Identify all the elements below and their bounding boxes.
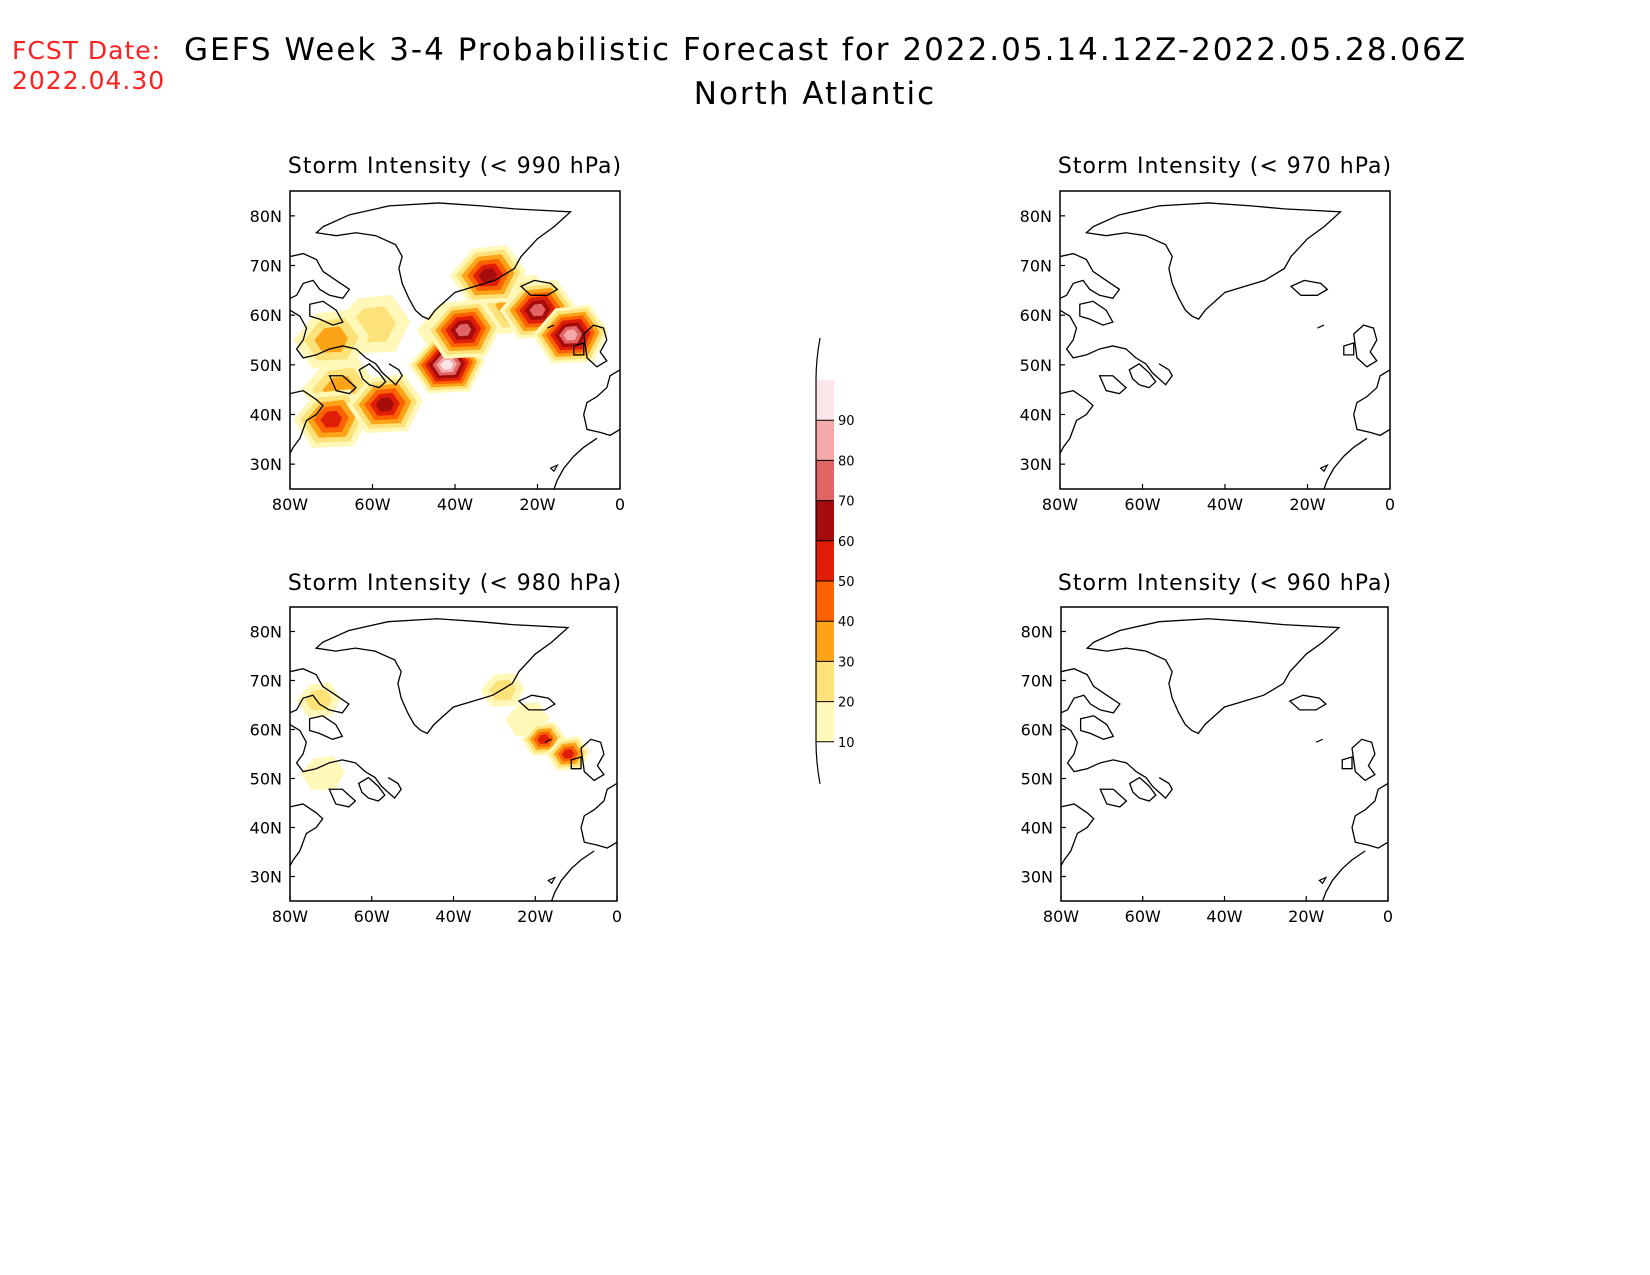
panel-title: Storm Intensity (< 960 hPa) xyxy=(1058,571,1392,596)
probability-contour xyxy=(561,748,575,759)
colorbar-swatch xyxy=(816,621,834,662)
map-panel: Storm Intensity (< 970 hPa) 80W 60W 40W 20W 0… xyxy=(1020,154,1395,514)
probability-contour xyxy=(320,410,343,428)
coastline xyxy=(1061,619,1388,901)
lat-tick-label: 40N xyxy=(250,819,282,838)
figure-title-line2: North Atlantic xyxy=(693,76,937,112)
probability-contour xyxy=(529,303,546,317)
colorbar-tick-label: 20 xyxy=(838,696,855,711)
probability-contour xyxy=(305,689,333,711)
lat-tick-label: 70N xyxy=(1020,257,1052,276)
lat-tick-label: 30N xyxy=(1021,868,1053,887)
probability-contour xyxy=(375,397,395,412)
colorbar-swatch xyxy=(816,701,834,742)
lon-tick-label: 80W xyxy=(272,907,308,926)
lat-tick-label: 50N xyxy=(1020,356,1052,375)
fcst-date-value: 2022.04.30 xyxy=(12,66,166,95)
lon-tick-label: 0 xyxy=(612,907,622,926)
lon-tick-label: 80W xyxy=(272,495,308,514)
lat-tick-label: 60N xyxy=(250,721,282,740)
lat-tick-label: 80N xyxy=(1020,207,1052,226)
lat-tick-label: 40N xyxy=(1021,819,1053,838)
lat-tick-label: 80N xyxy=(1021,623,1053,642)
lat-tick-label: 60N xyxy=(1020,306,1052,325)
lon-tick-label: 0 xyxy=(1383,907,1393,926)
probability-contour xyxy=(440,359,454,370)
map-panel: Storm Intensity (< 960 hPa) 80W 60W 40W 20W 0… xyxy=(1021,571,1393,926)
probability-contour xyxy=(563,329,578,341)
colorbar: 10 20 30 40 50 60 70 80 90 xyxy=(815,337,855,784)
lat-tick-label: 60N xyxy=(250,306,282,325)
lon-tick-label: 60W xyxy=(354,907,390,926)
colorbar-swatch xyxy=(816,500,834,541)
lat-tick-label: 50N xyxy=(250,770,282,789)
lat-tick-label: 50N xyxy=(250,356,282,375)
colorbar-top-tip xyxy=(815,337,821,381)
lat-tick-label: 60N xyxy=(1021,721,1053,740)
lon-tick-label: 20W xyxy=(1288,907,1324,926)
panel-title: Storm Intensity (< 970 hPa) xyxy=(1058,154,1392,179)
lon-tick-label: 40W xyxy=(1207,495,1243,514)
lon-tick-label: 60W xyxy=(1125,907,1161,926)
lon-tick-label: 80W xyxy=(1042,495,1078,514)
colorbar-swatch xyxy=(816,420,834,461)
lon-tick-label: 60W xyxy=(354,495,390,514)
panel-title: Storm Intensity (< 980 hPa) xyxy=(288,571,622,596)
colorbar-bottom-tip xyxy=(815,741,821,784)
lat-tick-label: 30N xyxy=(250,868,282,887)
colorbar-tick-label: 40 xyxy=(838,615,855,630)
lon-tick-label: 20W xyxy=(519,495,555,514)
lon-tick-label: 60W xyxy=(1124,495,1160,514)
colorbar-tick-label: 30 xyxy=(838,655,855,670)
colorbar-tick-label: 10 xyxy=(838,736,855,751)
colorbar-tick-label: 60 xyxy=(838,535,855,550)
lat-tick-label: 50N xyxy=(1021,770,1053,789)
fcst-date-label: FCST Date: xyxy=(12,36,162,65)
lon-tick-label: 80W xyxy=(1043,907,1079,926)
colorbar-swatch xyxy=(816,460,834,501)
lon-tick-label: 20W xyxy=(1289,495,1325,514)
figure-title-line1: GEFS Week 3-4 Probabilistic Forecast for… xyxy=(184,32,1468,68)
lat-tick-label: 70N xyxy=(250,672,282,691)
probability-field xyxy=(296,672,590,791)
probability-contour xyxy=(455,323,472,337)
lon-tick-label: 40W xyxy=(435,907,471,926)
lon-tick-label: 40W xyxy=(437,495,473,514)
map-panels: Storm Intensity (< 990 hPa) 80W 60W 40W 20W 0… xyxy=(250,154,1395,926)
lat-tick-label: 40N xyxy=(1020,406,1052,425)
colorbar-swatch xyxy=(816,380,834,421)
lon-tick-label: 0 xyxy=(1385,495,1395,514)
lat-tick-label: 80N xyxy=(250,623,282,642)
colorbar-swatch xyxy=(816,540,834,581)
lat-tick-label: 70N xyxy=(250,257,282,276)
map-panel: Storm Intensity (< 990 hPa) 80W 60W 40W 20W 0… xyxy=(250,154,625,514)
coastline xyxy=(1060,203,1390,489)
colorbar-tick-label: 50 xyxy=(838,575,855,590)
panel-title: Storm Intensity (< 990 hPa) xyxy=(288,154,622,179)
colorbar-tick-label: 80 xyxy=(838,454,855,469)
lon-tick-label: 0 xyxy=(615,495,625,514)
probability-contour xyxy=(300,756,345,791)
colorbar-tick-label: 70 xyxy=(838,495,855,510)
lat-tick-label: 30N xyxy=(1020,455,1052,474)
lat-tick-label: 70N xyxy=(1021,672,1053,691)
colorbar-swatch xyxy=(816,661,834,702)
probability-contour xyxy=(478,268,498,283)
fcst-date: FCST Date: 2022.04.30 xyxy=(12,36,165,96)
lat-tick-label: 80N xyxy=(250,207,282,226)
lat-tick-label: 30N xyxy=(250,455,282,474)
lon-tick-label: 20W xyxy=(517,907,553,926)
lon-tick-label: 40W xyxy=(1206,907,1242,926)
colorbar-swatch xyxy=(816,581,834,622)
lat-tick-label: 40N xyxy=(250,406,282,425)
colorbar-tick-label: 90 xyxy=(838,414,855,429)
map-panel: Storm Intensity (< 980 hPa) 80W 60W 40W 20W 0… xyxy=(250,571,622,926)
